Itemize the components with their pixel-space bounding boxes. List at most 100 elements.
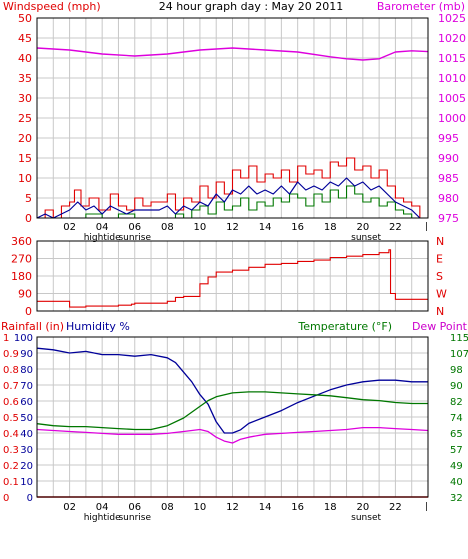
x-tick-label: 08	[161, 502, 174, 513]
tick-label-wind: 10	[18, 172, 32, 185]
series-temperature	[36, 391, 428, 431]
tick-label-humidity: 60	[20, 397, 33, 408]
x-tick-label: 04	[96, 502, 109, 513]
x-end-marker: |	[425, 502, 428, 512]
x-tick-label: 04	[96, 222, 109, 233]
frame-layer	[36, 17, 429, 498]
tick-label-humidity: 100	[14, 333, 33, 344]
tick-label-rain: 1	[3, 333, 9, 344]
tick-label-temperature: 98	[450, 365, 463, 376]
tick-label-rain: 0	[3, 493, 9, 504]
tick-label-temperature: 90	[450, 381, 463, 392]
tick-label-compass: W	[436, 288, 447, 301]
series-humidity	[36, 347, 428, 434]
event-sunrise: sunrise	[118, 513, 151, 523]
tick-label-temperature: 40	[450, 477, 463, 488]
series-wind-gust	[37, 157, 421, 219]
x-tick-label: 10	[194, 502, 207, 513]
tick-label-barometer: 1000	[438, 112, 466, 125]
panel-frame-2	[36, 240, 429, 312]
tick-label-wind: 40	[18, 52, 32, 65]
event-hightide: hightide	[84, 233, 121, 243]
x-tick-label: 16	[291, 502, 304, 513]
tick-label-humidity: 0	[27, 493, 33, 504]
x-tick-label: 06	[128, 222, 141, 233]
event-sunset: sunset	[351, 233, 381, 243]
x-tick-label: 22	[389, 502, 402, 513]
tick-label-wind: 5	[25, 192, 32, 205]
tick-label-rain: 0.1	[3, 477, 19, 488]
x-tick-label: 10	[194, 222, 207, 233]
x-tick-label: 22	[389, 222, 402, 233]
tick-label-temperature: 107	[450, 349, 468, 360]
x-tick-label: 20	[356, 222, 369, 233]
tick-label-wind: 20	[18, 132, 32, 145]
barometer-axis-title: Barometer (mb)	[377, 0, 465, 13]
panel-frame-1	[36, 17, 429, 219]
event-sunrise: sunrise	[118, 233, 151, 243]
tick-label-temperature: 49	[450, 461, 463, 472]
tick-label-compass: S	[436, 270, 443, 283]
x-tick-label: 18	[324, 222, 337, 233]
tick-label-humidity: 10	[20, 477, 33, 488]
x-tick-label: 08	[161, 222, 174, 233]
tick-label-temperature: 82	[450, 397, 463, 408]
series-wind-direction	[37, 249, 428, 308]
x-tick-label: 14	[259, 222, 272, 233]
wind-axis-title: Windspeed (mph)	[3, 0, 101, 13]
temperature-axis-title: Temperature (°F)	[297, 320, 392, 333]
x-tick-label: 18	[324, 502, 337, 513]
tick-label-temperature: 57	[450, 445, 463, 456]
tick-label-rain: 0.6	[3, 397, 19, 408]
tick-label-wind: 35	[18, 72, 32, 85]
tick-label-barometer: 985	[438, 172, 459, 185]
tick-label-compass: E	[436, 253, 443, 266]
tick-label-barometer: 1020	[438, 32, 466, 45]
chart-title: 24 hour graph day : May 20 2011	[159, 0, 344, 13]
tick-label-wind: 15	[18, 152, 32, 165]
x-tick-label: 12	[226, 222, 239, 233]
event-hightide: hightide	[84, 513, 121, 523]
dewpoint-axis-title: Dew Point	[412, 320, 468, 333]
tick-label-humidity: 20	[20, 461, 33, 472]
tick-label-compass: N	[436, 305, 444, 318]
series-dewpoint	[36, 426, 429, 444]
tick-label-humidity: 70	[20, 381, 33, 392]
tick-label-rain: 0.3	[3, 445, 19, 456]
event-sunset: sunset	[351, 513, 381, 523]
x-tick-label: 16	[291, 222, 304, 233]
x-tick-label: 20	[356, 502, 369, 513]
tick-label-barometer: 995	[438, 132, 459, 145]
tick-label-rain: 0.7	[3, 381, 19, 392]
tick-label-barometer: 990	[438, 152, 459, 165]
tick-label-direction: 0	[25, 305, 32, 318]
tick-label-wind: 50	[18, 12, 32, 25]
tick-label-wind: 0	[25, 212, 32, 225]
grid-layer	[37, 18, 428, 497]
tick-label-rain: 0.5	[3, 413, 19, 424]
tick-label-temperature: 65	[450, 429, 463, 440]
tick-label-direction: 270	[11, 253, 32, 266]
x-tick-label: 14	[259, 502, 272, 513]
series-wind-avg	[36, 177, 421, 219]
tick-label-direction: 360	[11, 235, 32, 248]
tick-label-wind: 30	[18, 92, 32, 105]
rainfall-axis-title: Rainfall (in)	[1, 320, 64, 333]
tick-label-humidity: 90	[20, 349, 33, 360]
tick-label-barometer: 1010	[438, 72, 466, 85]
x-tick-label: 12	[226, 502, 239, 513]
tick-label-humidity: 80	[20, 365, 33, 376]
tick-label-direction: 180	[11, 270, 32, 283]
tick-label-barometer: 1025	[438, 12, 466, 25]
tick-label-temperature: 74	[450, 413, 463, 424]
panel-frame-3	[36, 336, 429, 498]
tick-label-barometer: 975	[438, 212, 459, 225]
tick-label-barometer: 1015	[438, 52, 466, 65]
tick-label-temperature: 115	[450, 333, 468, 344]
tick-label-rain: 0.8	[3, 365, 19, 376]
tick-label-rain: 0.4	[3, 429, 19, 440]
tick-label-barometer: 1005	[438, 92, 466, 105]
tick-label-humidity: 40	[20, 429, 33, 440]
